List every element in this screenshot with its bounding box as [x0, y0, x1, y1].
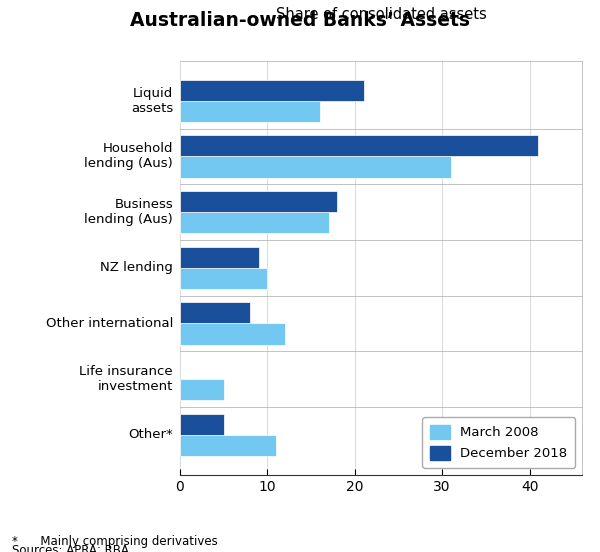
Bar — [180, 212, 329, 233]
Text: Sources: APRA; RBA: Sources: APRA; RBA — [12, 544, 129, 552]
Bar — [180, 379, 224, 400]
Text: Australian-owned Banks’ Assets: Australian-owned Banks’ Assets — [130, 11, 470, 30]
Bar — [180, 247, 259, 268]
Bar — [180, 156, 451, 178]
Bar — [180, 79, 364, 100]
Text: *      Mainly comprising derivatives: * Mainly comprising derivatives — [12, 535, 218, 549]
Bar — [180, 435, 276, 456]
Bar — [180, 268, 268, 289]
Bar — [180, 302, 250, 323]
Bar — [180, 323, 285, 344]
Bar — [180, 100, 320, 122]
Title: Share of consolidated assets: Share of consolidated assets — [275, 7, 487, 22]
Bar — [180, 413, 224, 435]
Bar — [180, 135, 538, 156]
Bar — [180, 191, 337, 212]
Legend: March 2008, December 2018: March 2008, December 2018 — [422, 417, 575, 468]
